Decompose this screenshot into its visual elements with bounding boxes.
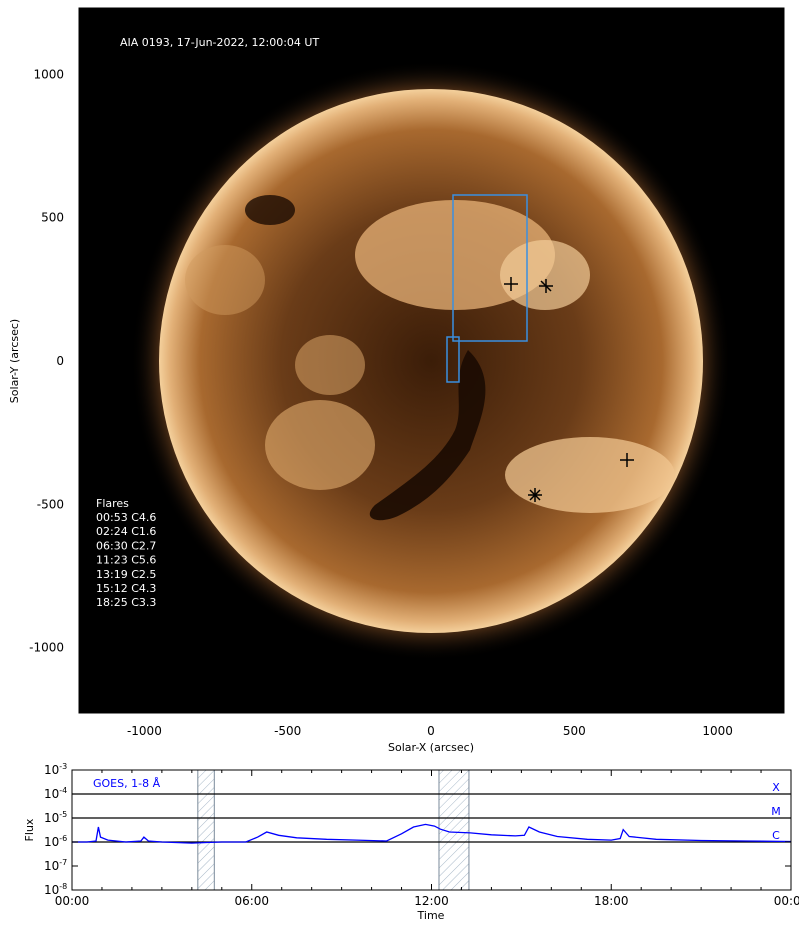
goes-y-tick-label: 10-4 (44, 786, 67, 801)
x-tick-label: 0 (427, 724, 435, 738)
image-y-axis: 1000 500 0 -500 -1000 (29, 16, 784, 706)
goes-flux-line (72, 823, 791, 844)
active-region-features (185, 195, 675, 521)
x-tick-label: -1000 (127, 724, 162, 738)
tick-base: 10 (44, 883, 59, 897)
tick-exponent: -3 (59, 762, 67, 771)
goes-x-tick-label: 18:00 (594, 894, 629, 908)
goes-series (72, 823, 791, 844)
goes-class-lines: XMC (72, 781, 791, 843)
goes-y-tick-label: 10-3 (44, 762, 67, 777)
bright-region-ew (185, 245, 265, 315)
coronal-hole (369, 350, 486, 521)
flare-marker (620, 453, 634, 467)
bright-region-ne (500, 240, 590, 310)
flares-heading: Flares (96, 497, 129, 510)
goes-legend-label: GOES, 1-8 Å (93, 777, 161, 790)
flare-list-item: 18:25 C3.3 (96, 596, 156, 609)
flare-marker (504, 277, 518, 291)
goes-background (72, 770, 791, 890)
x-tick-label: 500 (563, 724, 586, 738)
class-label: C (772, 829, 780, 842)
image-x-label: Solar-X (arcsec) (388, 741, 474, 754)
flare-list-item: 15:12 C4.3 (96, 582, 156, 595)
tick-exponent: -8 (59, 882, 67, 891)
region-box-large (452, 194, 528, 342)
flare-markers (504, 277, 634, 502)
flare-marker (539, 279, 553, 293)
y-tick-label: -500 (37, 497, 64, 511)
tick-exponent: -6 (59, 834, 67, 843)
flare-list-item: 06:30 C2.7 (96, 539, 156, 552)
goes-shaded-intervals (197, 769, 470, 891)
flare-list-item: 00:53 C4.6 (96, 511, 156, 524)
goes-x-tick-label: 06:00 (234, 894, 269, 908)
bright-region-south (505, 437, 675, 513)
class-label: M (771, 805, 781, 818)
goes-y-tick-label: 10-7 (44, 858, 67, 873)
tick-exponent: -4 (59, 786, 67, 795)
y-tick-label: 1000 (33, 67, 64, 81)
shaded-interval (197, 769, 215, 891)
dark-region-ne (245, 195, 295, 225)
x-tick-label: -500 (274, 724, 301, 738)
goes-x-tick-label: 00:00 (774, 894, 799, 908)
sun-disk (159, 89, 703, 633)
tick-base: 10 (44, 787, 59, 801)
x-tick-label: 1000 (702, 724, 733, 738)
tick-exponent: -5 (59, 810, 67, 819)
solar-image-panel: AIA 0193, 17-Jun-2022, 12:00:04 UT Flare… (8, 7, 785, 754)
goes-y-axis: 10-810-710-610-510-410-3 (44, 762, 791, 897)
flare-list-item: 02:24 C1.6 (96, 525, 156, 538)
flare-list-item: 13:19 C2.5 (96, 568, 156, 581)
tick-base: 10 (44, 835, 59, 849)
bright-region-west (295, 335, 365, 395)
goes-x-axis: 00:00 06:00 12:00 18:00 00:00 (55, 770, 799, 908)
tick-base: 10 (44, 763, 59, 777)
y-tick-label: 500 (41, 211, 64, 225)
flare-list: 00:53 C4.602:24 C1.606:30 C2.7 11:23 C5.6… (96, 511, 156, 609)
goes-y-tick-label: 10-8 (44, 882, 67, 897)
goes-y-tick-label: 10-6 (44, 834, 67, 849)
image-title: AIA 0193, 17-Jun-2022, 12:00:04 UT (120, 36, 319, 49)
goes-x-label: Time (417, 909, 445, 922)
goes-x-tick-label: 12:00 (414, 894, 449, 908)
tick-base: 10 (44, 811, 59, 825)
class-label: X (772, 781, 780, 794)
image-y-label: Solar-Y (arcsec) (8, 319, 21, 403)
y-tick-label: 0 (56, 354, 64, 368)
y-tick-label: -1000 (29, 641, 64, 655)
flare-marker (528, 488, 542, 502)
goes-y-tick-label: 10-5 (44, 810, 67, 825)
bright-region-east (265, 400, 375, 490)
goes-y-label: Flux (23, 818, 36, 841)
flare-list-item: 11:23 C5.6 (96, 554, 156, 567)
image-x-axis: -1000 -500 0 500 1000 (86, 8, 776, 738)
region-box-small (446, 336, 460, 383)
tick-base: 10 (44, 859, 59, 873)
tick-exponent: -7 (59, 858, 67, 867)
goes-x-tick-label: 00:00 (55, 894, 90, 908)
